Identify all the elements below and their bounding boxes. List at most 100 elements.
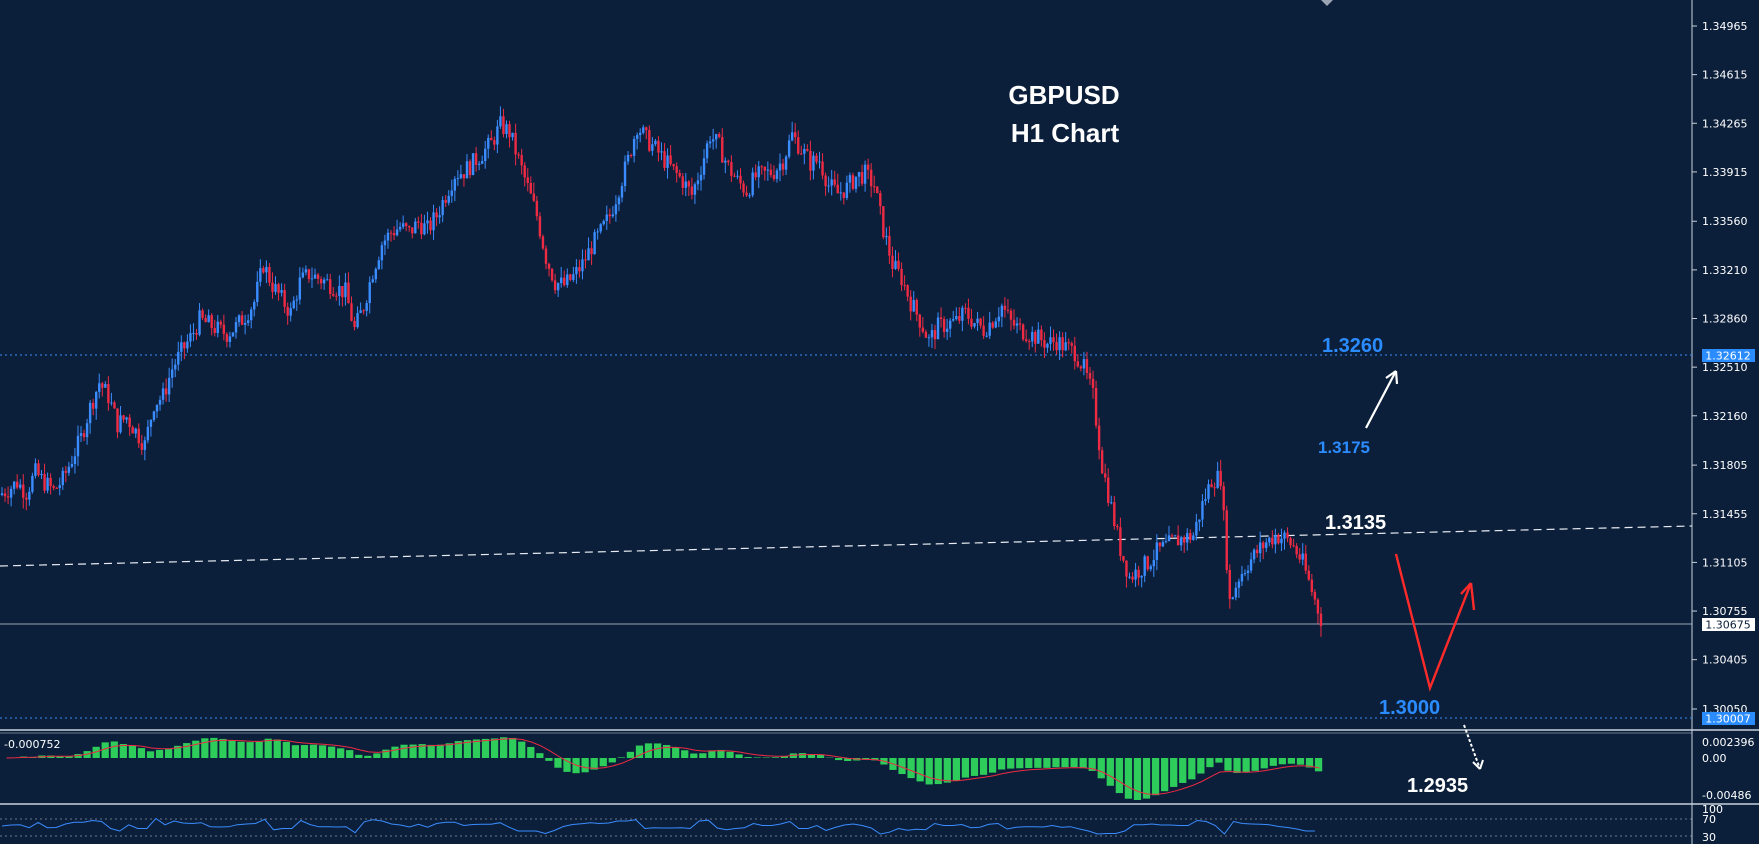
candle-body: [626, 154, 630, 162]
candle-body: [1301, 553, 1304, 560]
candle-body: [1137, 569, 1140, 578]
candle-body: [22, 484, 25, 498]
macd-bar: [952, 758, 960, 781]
candle-body: [240, 315, 244, 325]
candle-body: [101, 383, 104, 388]
candle-body: [286, 306, 289, 316]
candle-body: [1028, 341, 1031, 343]
candle-body: [976, 318, 979, 324]
candle-body: [569, 274, 572, 280]
candle-body: [909, 296, 912, 312]
chart-symbol-title: GBPUSD: [1008, 80, 1119, 110]
macd-bar: [273, 739, 281, 758]
candle-body: [632, 138, 636, 156]
candle-body: [350, 303, 353, 321]
candle-body: [1052, 337, 1055, 343]
macd-bar: [246, 742, 254, 758]
candle-body: [1140, 575, 1143, 578]
candle-body: [727, 160, 730, 163]
candle-body: [40, 473, 43, 476]
macd-bar: [554, 758, 562, 768]
macd-bar: [327, 746, 336, 758]
candle-body: [550, 268, 554, 281]
candle-body: [58, 485, 61, 489]
candle-body: [1228, 569, 1231, 599]
macd-bar: [164, 748, 173, 758]
macd-bar: [364, 755, 372, 758]
macd-bar: [1206, 758, 1214, 768]
candle-body: [95, 391, 98, 409]
candle-body: [587, 248, 590, 261]
candle-body: [718, 134, 721, 137]
candle-body: [714, 134, 718, 140]
candle-body: [277, 284, 280, 293]
candle-body: [1034, 332, 1037, 344]
macd-bar: [1242, 758, 1250, 773]
candle-body: [1249, 559, 1253, 571]
candle-body: [836, 184, 839, 194]
candle-body: [869, 169, 873, 187]
macd-bar: [617, 757, 625, 758]
candle-body: [927, 337, 931, 339]
candle-body: [602, 220, 605, 225]
candle-body: [1058, 337, 1061, 351]
candle-body: [365, 303, 368, 311]
macd-bar: [943, 758, 951, 783]
macd-bar: [1097, 758, 1105, 779]
macd-bar: [1287, 758, 1296, 764]
macd-bar: [961, 758, 970, 778]
macd-bar: [445, 743, 453, 758]
candle-body: [174, 364, 177, 370]
rsi-tick-30: 30: [1702, 831, 1716, 844]
macd-bar: [373, 753, 381, 758]
candle-body: [76, 435, 80, 457]
candle-body: [538, 216, 542, 237]
macd-bar: [1296, 758, 1305, 765]
candle-body: [82, 433, 86, 438]
candle-body: [669, 155, 672, 165]
candle-body: [955, 315, 958, 320]
macd-bar: [1188, 758, 1196, 780]
candle-body: [556, 283, 560, 291]
candle-body: [648, 130, 651, 151]
macd-signal-line: [6, 738, 1320, 795]
candle-body: [1061, 337, 1064, 351]
price-axis-tick-label: 1.34265: [1702, 117, 1748, 130]
candle-body: [414, 221, 417, 234]
candle-body: [177, 351, 180, 365]
macd-bar: [210, 737, 218, 758]
candle-body: [183, 342, 186, 349]
candle-body: [657, 140, 660, 153]
macd-bar: [599, 758, 607, 767]
candle-body: [1122, 555, 1125, 561]
candle-body: [116, 408, 119, 433]
candle-body: [398, 226, 402, 230]
candle-body: [465, 161, 469, 179]
candle-body: [189, 333, 192, 342]
macd-bar: [998, 758, 1006, 770]
scroll-marker-icon[interactable]: [1321, 0, 1333, 6]
candle-body: [262, 268, 265, 273]
macd-bar: [835, 758, 843, 761]
trendline-dashed[interactable]: [0, 525, 1693, 567]
candle-body: [833, 179, 836, 185]
candle-body: [684, 181, 687, 188]
white-down-arrow-icon: [1463, 724, 1484, 770]
candle-body: [1094, 387, 1098, 426]
candle-body: [933, 330, 937, 340]
candle-body: [1295, 545, 1298, 555]
candle-body: [760, 166, 763, 168]
candle-body: [1198, 519, 1201, 522]
price-tag-current-text: 1.30675: [1705, 619, 1751, 632]
macd-bar: [337, 748, 345, 758]
macd-bar: [1260, 758, 1268, 769]
candle-body: [480, 161, 484, 164]
candle-body: [155, 404, 159, 412]
candle-body: [666, 155, 669, 168]
macd-bar: [979, 758, 988, 775]
candle-body: [0, 493, 4, 495]
annotation-1-3000: 1.3000: [1379, 697, 1440, 719]
candle-body: [1003, 305, 1007, 310]
candle-body: [1055, 342, 1058, 351]
macd-bar: [56, 756, 64, 758]
